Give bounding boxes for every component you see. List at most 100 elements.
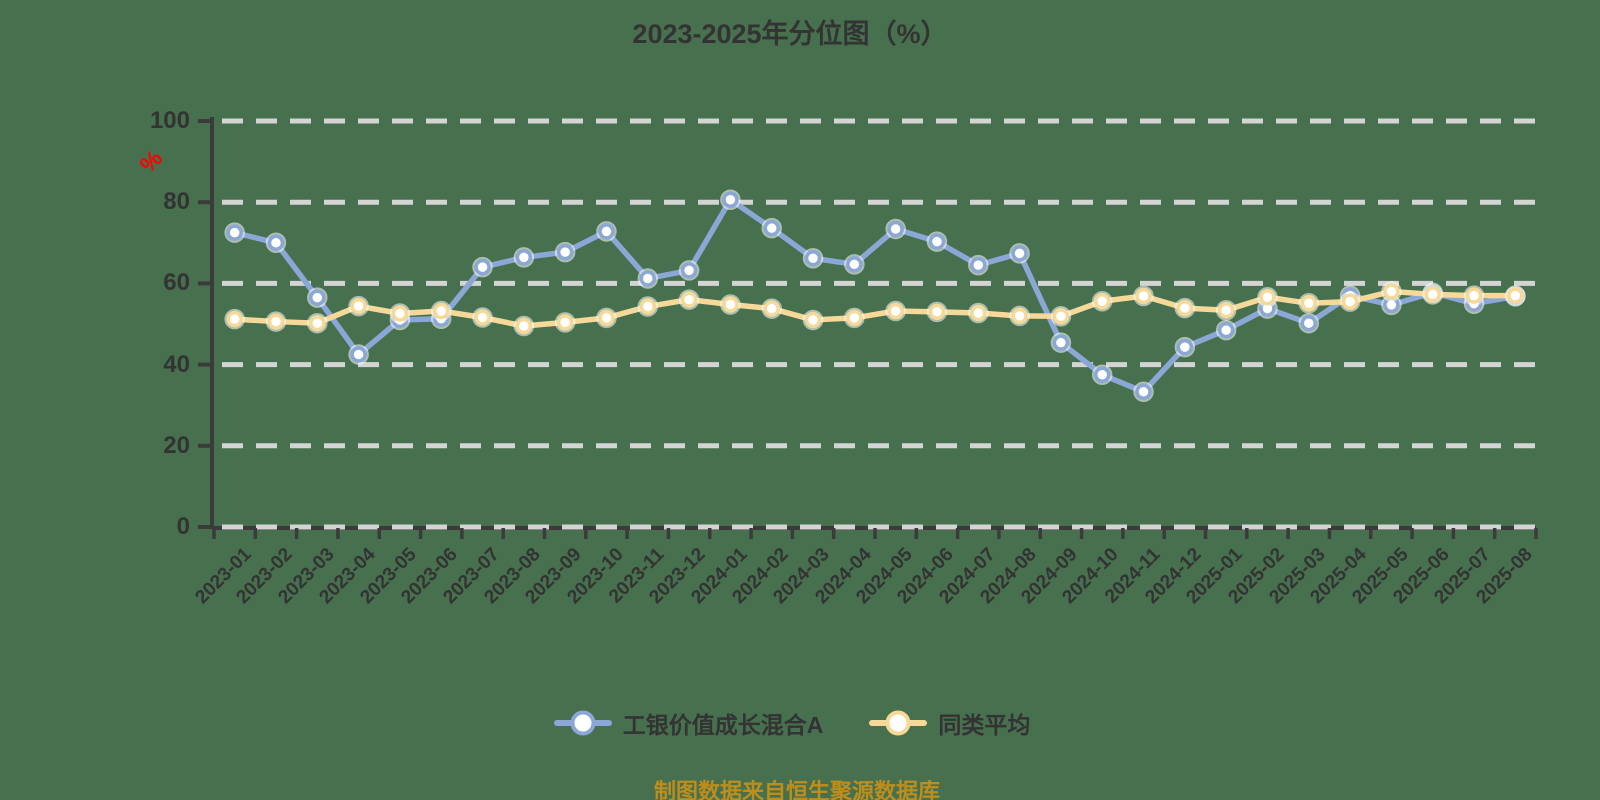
data-source-note: 制图数据来自恒生聚源数据库 (653, 779, 941, 800)
data-point-halo (761, 217, 782, 239)
data-point-1-2023-04 (350, 297, 367, 315)
data-point-halo (926, 301, 948, 323)
data-point-1-2025-04 (1341, 293, 1359, 310)
data-point-1-2023-08 (515, 317, 533, 335)
data-point-halo (1174, 297, 1196, 319)
y-axis-label-0: 0 (176, 513, 190, 540)
data-point-halo (1050, 306, 1072, 327)
data-point-halo (472, 256, 493, 278)
y-axis-label-20: 20 (163, 431, 190, 459)
data-point-halo (513, 315, 535, 337)
data-point-halo (348, 344, 369, 365)
data-point-halo (1133, 381, 1154, 403)
data-point-halo (637, 268, 659, 289)
data-point-halo (1091, 291, 1113, 312)
data-point-0-2023-09 (556, 243, 574, 261)
data-point-halo (265, 311, 287, 332)
data-point-1-2023-12 (680, 291, 698, 308)
data-point-1-2024-08 (1011, 307, 1028, 325)
data-point-halo (1091, 364, 1113, 385)
data-point-halo (761, 298, 782, 319)
data-point-1-2025-02 (1259, 288, 1276, 306)
data-point-0-2024-11 (1135, 383, 1152, 401)
data-point-halo (1174, 336, 1196, 358)
data-point-0-2024-09 (1052, 334, 1070, 351)
data-point-halo (720, 189, 741, 211)
data-point-1-2024-07 (970, 304, 987, 322)
data-point-1-2024-04 (846, 309, 863, 327)
data-point-0-2025-01 (1217, 321, 1235, 339)
data-point-halo (678, 289, 700, 310)
chart-title: 2023-2025年分位图（%） (632, 19, 948, 49)
data-point-halo (1381, 281, 1402, 302)
data-point-1-2025-03 (1300, 295, 1318, 312)
data-point-0-2023-08 (515, 249, 533, 266)
data-point-halo (1215, 299, 1237, 321)
data-point-1-2025-07 (1465, 287, 1483, 304)
data-point-halo (1215, 319, 1237, 341)
y-axis-label-80: 80 (163, 188, 190, 216)
y-axis-label-100: 100 (149, 107, 190, 134)
data-point-0-2024-03 (804, 249, 822, 267)
data-point-1-2025-08 (1507, 287, 1524, 304)
data-point-0-2023-03 (309, 289, 326, 306)
data-point-0-2023-01 (226, 224, 243, 241)
data-point-halo (1133, 285, 1154, 307)
legend-label-average: 同类平均 (938, 712, 1031, 738)
data-point-1-2023-03 (309, 314, 326, 332)
data-point-1-2024-01 (722, 296, 739, 313)
data-point-0-2024-05 (887, 220, 904, 238)
data-point-1-2023-06 (432, 302, 450, 320)
data-point-halo (1009, 243, 1030, 264)
data-point-0-2023-11 (639, 270, 657, 287)
data-point-halo (885, 218, 906, 240)
data-point-halo (513, 247, 535, 268)
data-point-halo (885, 300, 906, 322)
data-point-halo (389, 303, 411, 324)
data-point-halo (224, 222, 245, 243)
data-point-1-2025-01 (1217, 301, 1235, 319)
data-point-0-2023-12 (680, 262, 698, 279)
data-point-0-2024-10 (1093, 366, 1111, 383)
data-point-0-2024-08 (1011, 245, 1028, 262)
data-point-halo (307, 287, 328, 308)
data-point-halo (926, 231, 948, 252)
legend-item-average[interactable]: 同类平均 (869, 706, 1030, 740)
data-point-1-2023-09 (556, 314, 574, 331)
legend-item-fund[interactable]: 工银价值成长混合A (553, 706, 823, 740)
data-point-1-2023-02 (267, 313, 285, 330)
y-axis-label-60: 60 (163, 269, 190, 297)
data-point-1-2023-11 (639, 298, 657, 315)
data-point-1-2023-05 (391, 305, 409, 322)
data-point-halo (1463, 285, 1485, 306)
legend-marker-average-icon (869, 710, 928, 736)
legend-marker-fund-icon (553, 710, 612, 736)
data-point-halo (472, 307, 493, 328)
data-point-0-2023-04 (350, 346, 367, 363)
data-point-0-2024-04 (846, 256, 863, 273)
data-point-0-2023-02 (267, 234, 285, 252)
data-point-1-2024-06 (928, 303, 946, 321)
data-point-1-2025-05 (1383, 283, 1400, 300)
data-point-0-2024-01 (722, 191, 739, 209)
data-point-0-2023-07 (474, 258, 491, 276)
data-point-0-2025-03 (1300, 314, 1318, 332)
data-point-halo (1009, 305, 1030, 327)
data-point-1-2023-10 (598, 309, 615, 327)
data-point-halo (802, 247, 824, 269)
data-point-halo (224, 308, 245, 330)
data-point-0-2024-06 (928, 233, 946, 250)
data-point-0-2024-12 (1176, 338, 1194, 356)
data-point-halo (802, 309, 824, 331)
data-point-1-2024-05 (887, 302, 904, 320)
data-point-halo (720, 294, 741, 315)
data-point-1-2024-02 (763, 300, 780, 317)
data-point-0-2024-02 (763, 219, 780, 237)
data-point-halo (844, 307, 865, 329)
data-point-halo (554, 241, 576, 263)
data-point-halo (430, 300, 452, 322)
y-axis-label-40: 40 (163, 350, 190, 378)
data-point-1-2024-12 (1176, 299, 1194, 317)
data-point-1-2024-10 (1093, 293, 1111, 310)
